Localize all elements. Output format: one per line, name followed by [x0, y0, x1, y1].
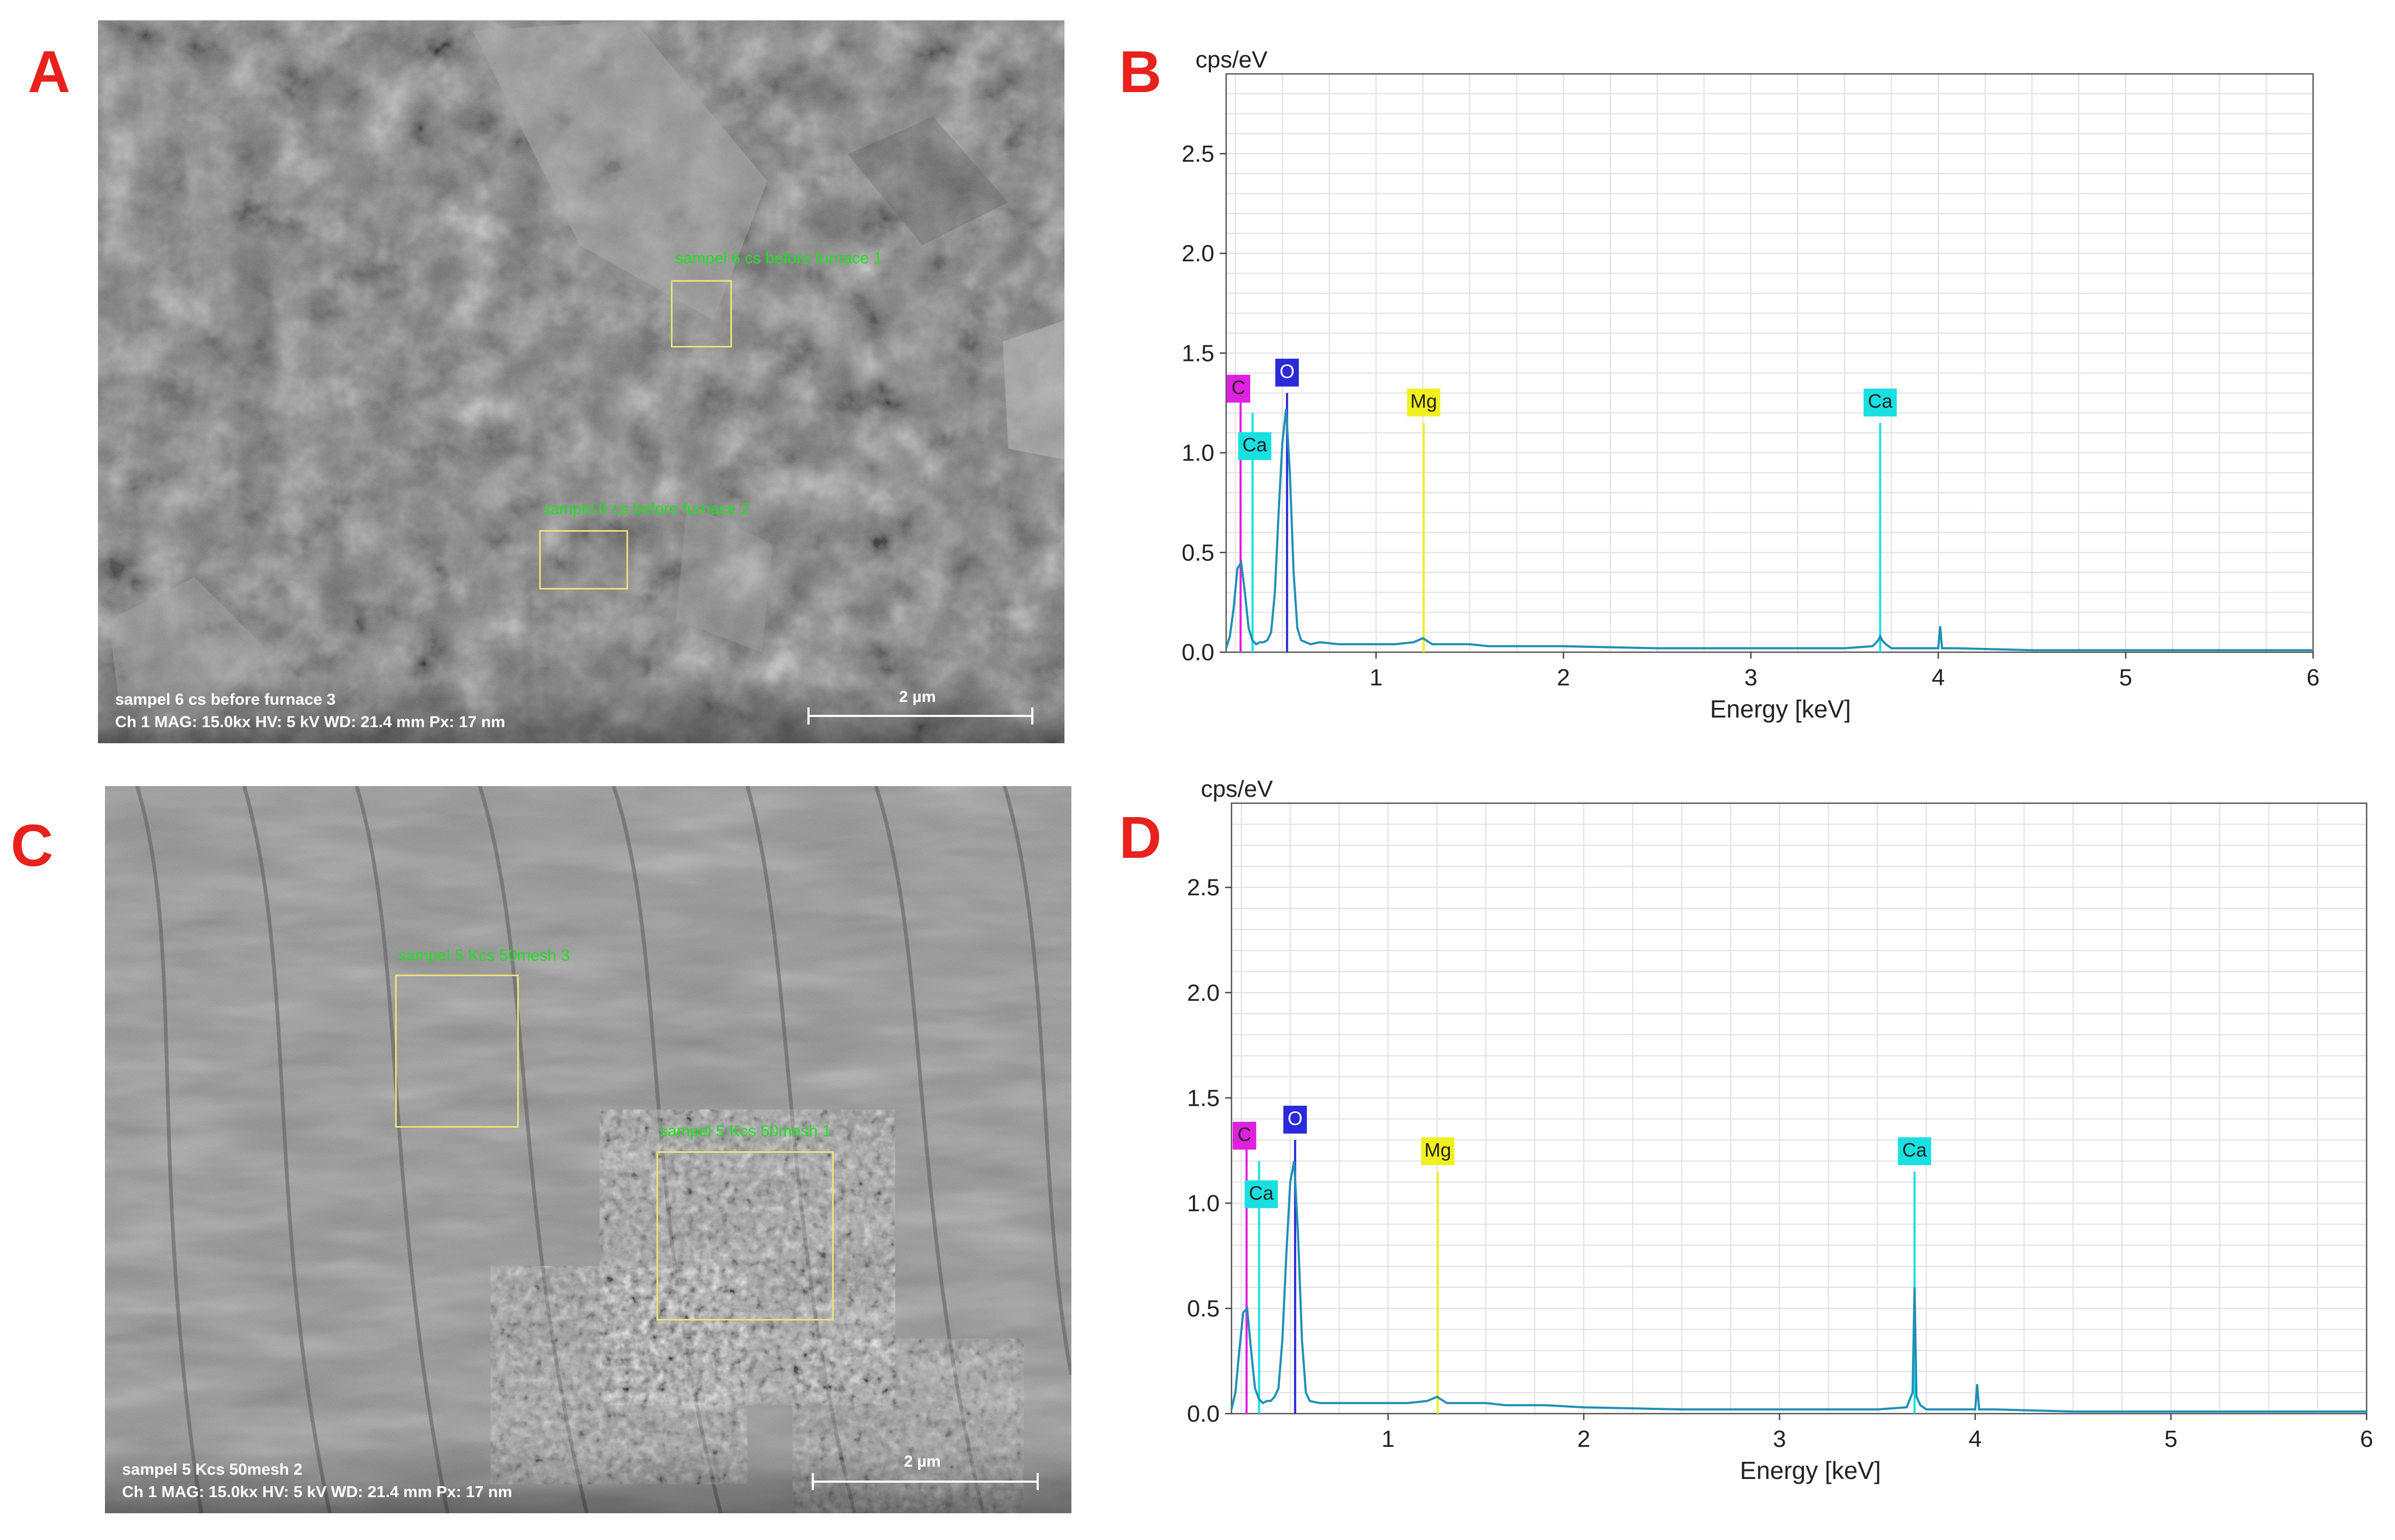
- element-label-ca: Ca: [1242, 434, 1267, 456]
- element-label-ca: Ca: [1868, 390, 1893, 412]
- sem-texture-a: [98, 20, 1064, 743]
- x-tick-label: 1: [1381, 1426, 1394, 1452]
- element-tag-o: [1275, 358, 1299, 387]
- x-tick-label: 3: [1744, 665, 1757, 691]
- y-tick-label: 0.5: [1182, 540, 1214, 566]
- element-label-c: C: [1237, 1123, 1251, 1145]
- element-tag-ca: [1863, 388, 1897, 417]
- roi-box-2: [539, 530, 628, 590]
- roi-label-1: sampel 6 cs before furnace 1: [675, 250, 882, 267]
- element-label-c: C: [1232, 376, 1245, 398]
- grid: [1232, 803, 2367, 1414]
- roi-box-3: [395, 975, 519, 1128]
- roi-label-3: sampel 5 Kcs 50mesh 3: [398, 947, 570, 964]
- element-label-ca: Ca: [1902, 1139, 1928, 1161]
- sem-info-bar: [98, 679, 1064, 743]
- y-tick-label: 0.0: [1187, 1401, 1220, 1427]
- y-tick-label: 1.5: [1187, 1085, 1220, 1111]
- eds-svg-d: 0.0 0.5 1.0 1.5 2.0 2.5 1 2 3 4 5 6 cps/eV Energy [ke…: [1187, 776, 2373, 1484]
- element-tag-ca: [1238, 432, 1272, 461]
- plot-frame: [1225, 73, 2314, 653]
- y-axis-label: cps/eV: [1201, 776, 1273, 802]
- element-label-o: O: [1280, 360, 1295, 382]
- scale-bar-label: 2 µm: [899, 688, 936, 706]
- sem-sample-name: sampel 5 Kcs 50mesh 2: [122, 1461, 303, 1478]
- x-tick-label: 1: [1370, 665, 1382, 691]
- eds-chart-d: 0.0 0.5 1.0 1.5 2.0 2.5 1 2 3 4 5 6 cps/eV Energy [ke…: [1151, 766, 2383, 1526]
- scale-bar: [807, 707, 1033, 724]
- x-axis-label: Energy [keV]: [1740, 1456, 1881, 1484]
- grid: [1226, 73, 2314, 652]
- element-tag-mg: [1421, 1137, 1455, 1165]
- panel-label-d: D: [1119, 805, 1162, 871]
- y-tick-label: 2.0: [1187, 980, 1220, 1006]
- spectrum-line: [1225, 409, 2313, 652]
- element-tag-c: [1233, 1121, 1257, 1150]
- element-tag-o: [1283, 1105, 1307, 1134]
- y-tick-label: 1.0: [1182, 440, 1214, 466]
- y-tick-label: 2.0: [1182, 240, 1214, 267]
- x-tick-label: 4: [1969, 1426, 1982, 1452]
- x-tick-label: 5: [2119, 665, 2132, 691]
- x-axis-label: Energy [keV]: [1710, 695, 1851, 723]
- x-tick-label: 6: [2360, 1426, 2373, 1452]
- sem-acquisition-params: Ch 1 MAG: 15.0kx HV: 5 kV WD: 21.4 mm Px…: [115, 713, 505, 731]
- roi-label-4: sampel 5 Kcs 50mesh 1: [660, 1122, 832, 1140]
- sem-image-c: sampel 5 Kcs 50mesh 3 sampel 5 Kcs 50mes…: [105, 786, 1071, 1513]
- y-tick-label: 2.5: [1187, 874, 1220, 901]
- roi-box-1: [671, 280, 732, 348]
- x-tick-label: 2: [1557, 665, 1570, 691]
- eds-chart-b: 0.0 0.5 1.0 1.5 2.0 2.5 1 2 3 4 5 6 cps/eV Energy [ke…: [1151, 32, 2356, 750]
- y-tick-label: 1.0: [1187, 1190, 1220, 1217]
- x-tick-label: 3: [1773, 1426, 1786, 1452]
- sem-sample-name: sampel 6 cs before furnace 3: [115, 691, 336, 708]
- element-label-mg: Mg: [1410, 390, 1437, 412]
- y-tick-label: 2.5: [1182, 141, 1214, 167]
- element-label-mg: Mg: [1424, 1139, 1451, 1161]
- panel-label-b: B: [1119, 39, 1162, 105]
- sem-acquisition-params: Ch 1 MAG: 15.0kx HV: 5 kV WD: 21.4 mm Px…: [122, 1483, 512, 1501]
- element-tag-ca: [1244, 1180, 1278, 1209]
- element-tag-c: [1226, 374, 1250, 403]
- panel-label-a: A: [28, 39, 71, 105]
- scale-bar: [812, 1473, 1039, 1490]
- x-tick-label: 6: [2307, 665, 2320, 691]
- sem-texture-c: [105, 786, 1071, 1513]
- x-tick-label: 5: [2164, 1426, 2177, 1452]
- sem-image-a: sampel 6 cs before furnace 1 sampel 6 cs…: [98, 20, 1064, 743]
- panel-label-c: C: [11, 813, 54, 879]
- x-tick-label: 2: [1577, 1426, 1590, 1452]
- element-tag-ca: [1898, 1137, 1931, 1165]
- y-axis-label: cps/eV: [1196, 47, 1268, 73]
- scale-bar-label: 2 µm: [904, 1453, 941, 1470]
- element-label-o: O: [1288, 1107, 1303, 1129]
- y-tick-label: 0.5: [1187, 1295, 1220, 1322]
- roi-box-4: [656, 1151, 834, 1320]
- plot-frame: [1230, 802, 2368, 1415]
- roi-label-2: sampel 6 cs before furnace 2: [542, 500, 750, 518]
- y-tick-label: 0.0: [1182, 639, 1214, 666]
- element-tag-mg: [1407, 388, 1440, 417]
- eds-svg-b: 0.0 0.5 1.0 1.5 2.0 2.5 1 2 3 4 5 6 cps/eV Energy [ke…: [1182, 47, 2320, 723]
- x-tick-label: 4: [1932, 665, 1945, 691]
- element-label-ca: Ca: [1249, 1182, 1274, 1204]
- spectrum-line: [1230, 1160, 2367, 1413]
- y-tick-label: 1.5: [1182, 340, 1214, 366]
